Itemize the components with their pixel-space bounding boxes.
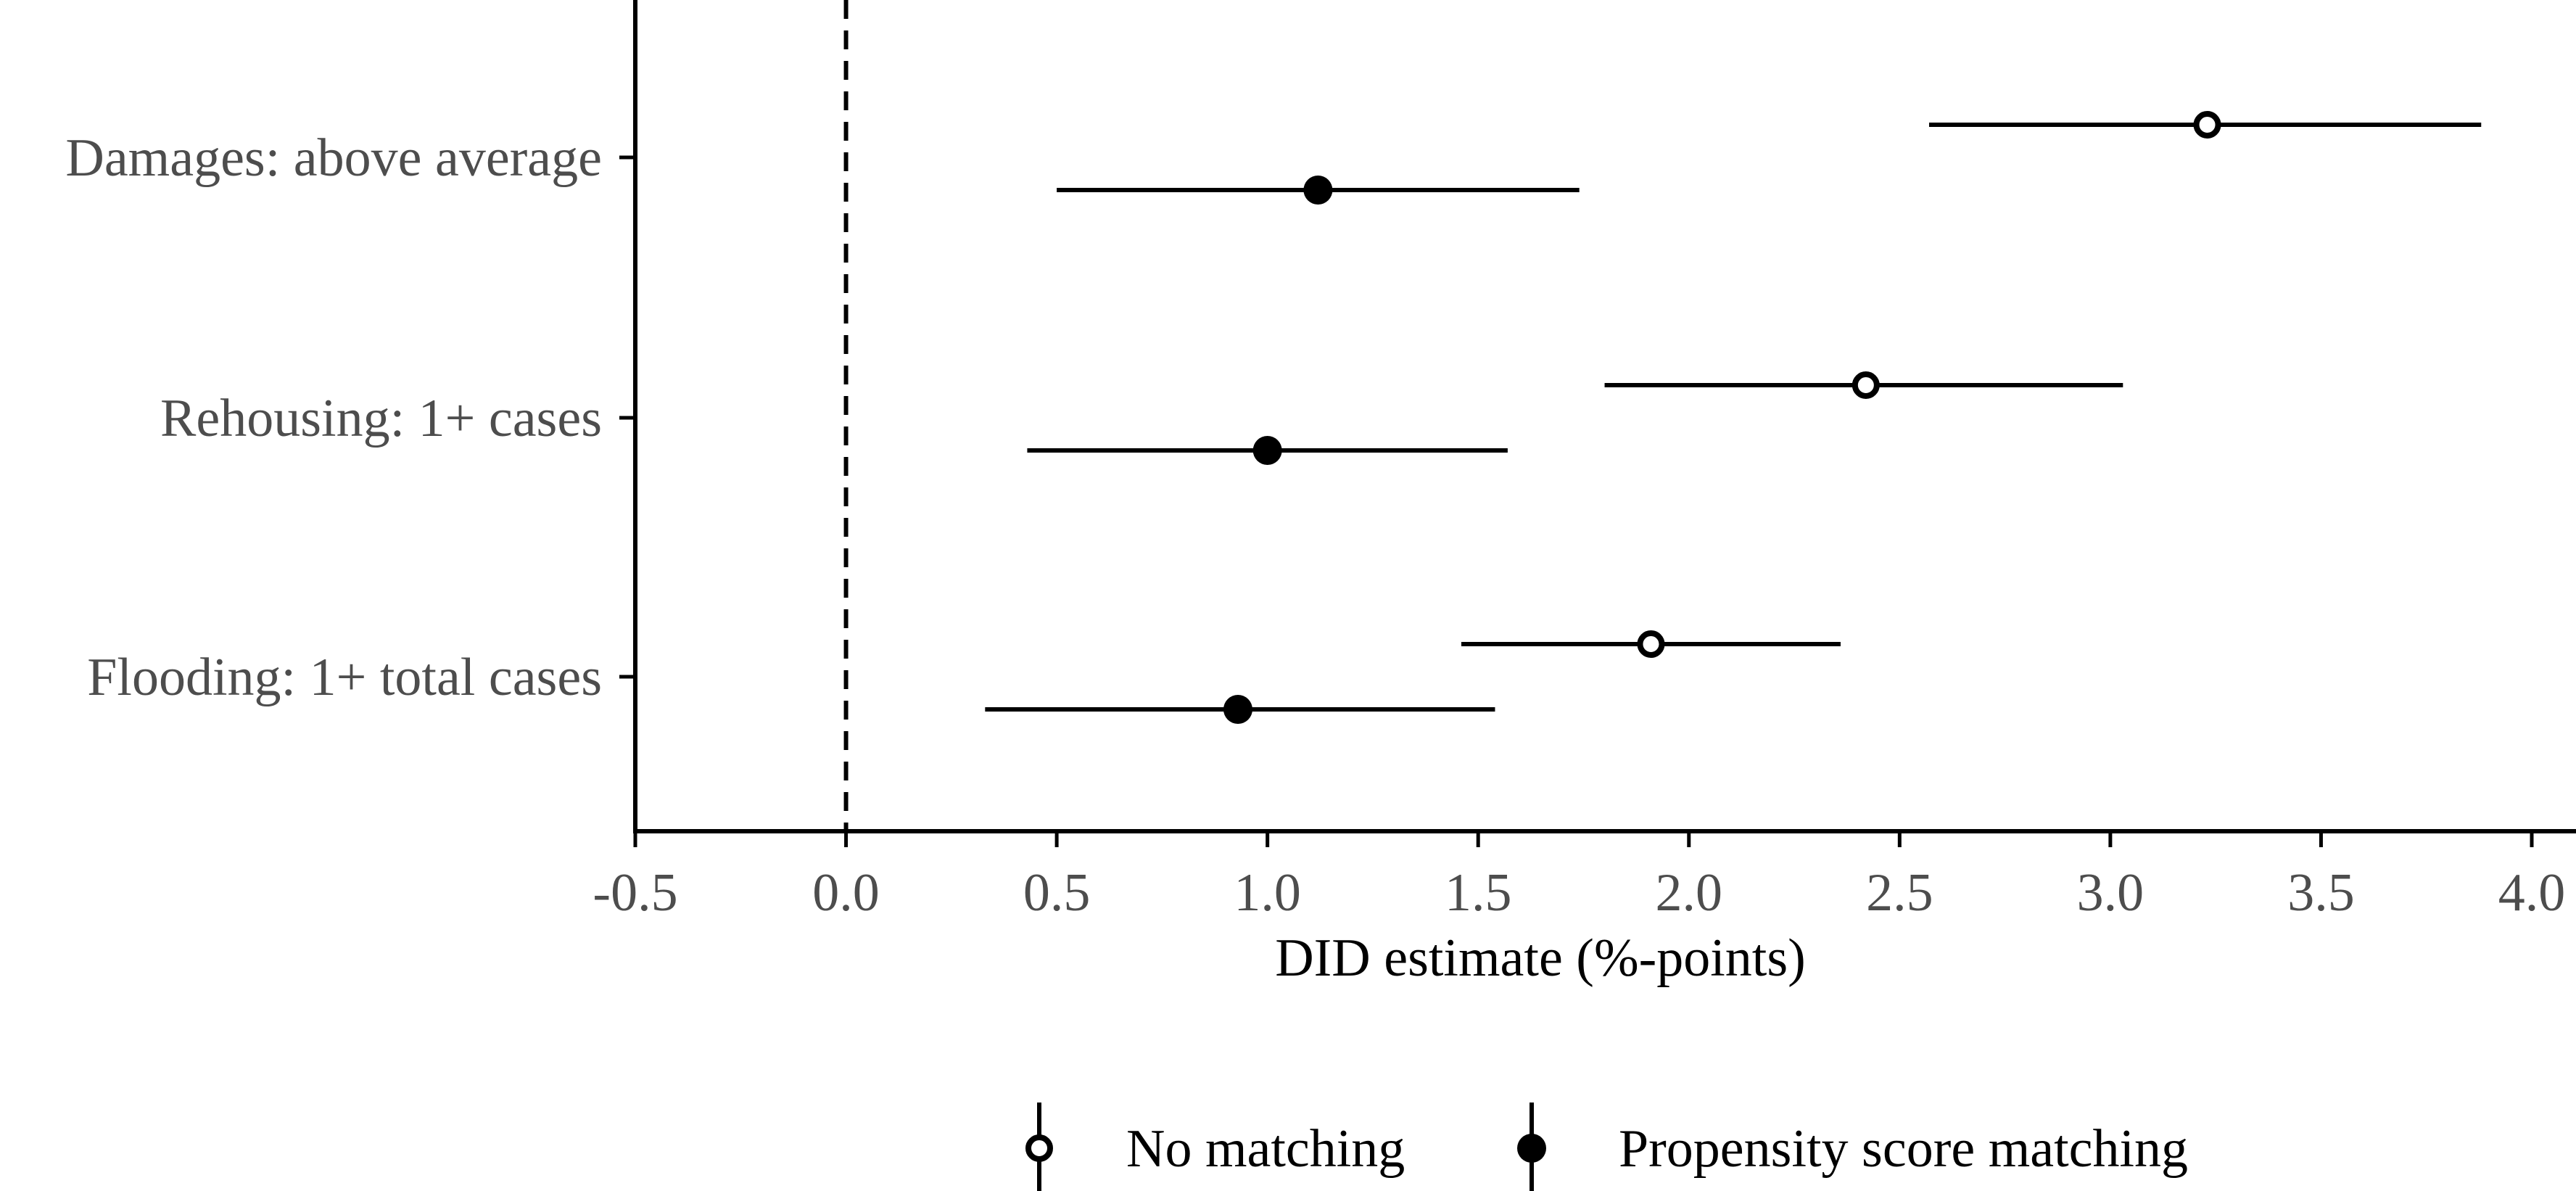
point-estimate-no-matching [1852, 371, 1880, 399]
x-tick-label: 1.5 [1445, 863, 1512, 923]
legend-label: No matching [1126, 1119, 1405, 1179]
point-estimate-propensity-matching [1223, 695, 1252, 724]
legend-label: Propensity score matching [1619, 1119, 2188, 1179]
x-tick-label: 3.5 [2287, 863, 2355, 923]
category-label: Damages: above average [65, 128, 602, 188]
x-tick-label: 0.5 [1023, 863, 1091, 923]
x-tick-label: 0.0 [812, 863, 880, 923]
category-label: Flooding: 1+ total cases [87, 648, 602, 707]
legend-key-open-circle [1025, 1134, 1053, 1162]
x-tick-label: 2.0 [1656, 863, 1723, 923]
plot-area: -0.5 0.0 0.5 1.0 1.5 2.0 2.5 3.0 3.5 4.0 DID estim… [65, 0, 2576, 988]
legend: No matching Propensity score matching [1025, 1103, 2188, 1191]
point-estimate-no-matching [2193, 111, 2221, 139]
point-estimate-propensity-matching [1252, 436, 1282, 465]
x-axis-title: DID estimate (%-points) [1275, 928, 1806, 988]
x-tick-label: 4.0 [2498, 863, 2566, 923]
category-label: Rehousing: 1+ cases [160, 389, 602, 448]
legend-key-filled-circle [1517, 1134, 1546, 1163]
point-estimate-no-matching [1637, 630, 1665, 658]
point-estimate-propensity-matching [1303, 176, 1333, 205]
x-tick-label: 2.5 [1866, 863, 1933, 923]
x-tick-label: 1.0 [1234, 863, 1301, 923]
x-tick-label: 3.0 [2077, 863, 2144, 923]
x-tick-label: -0.5 [593, 863, 677, 923]
